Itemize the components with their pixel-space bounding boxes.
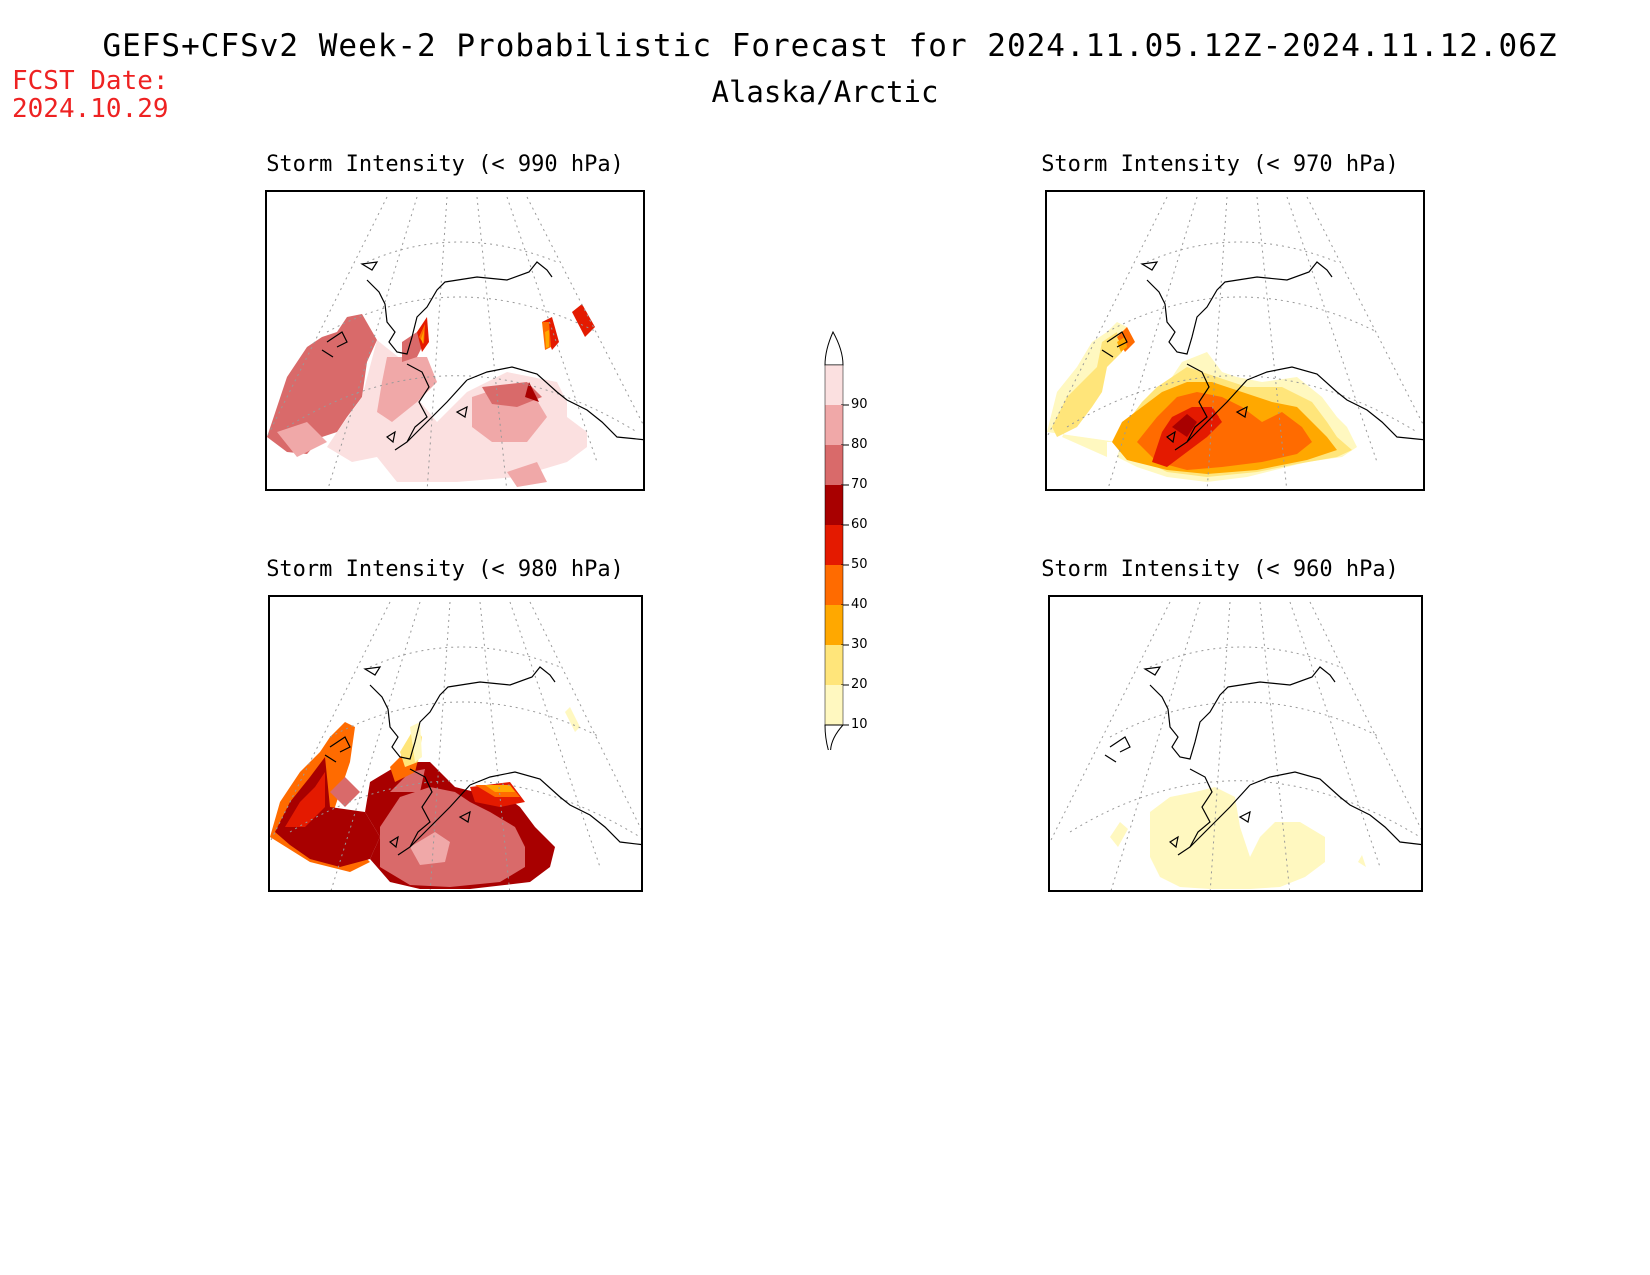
coastline: [321, 261, 643, 451]
colorbar-label-80: 80: [851, 437, 868, 452]
colorbar-segment-30: [825, 605, 843, 645]
map-panel-960: [1048, 595, 1423, 892]
map-svg-980: [270, 601, 641, 890]
colorbar-cap-top: [824, 330, 844, 366]
colorbar-segment-40: [825, 565, 843, 605]
panel-title-990: Storm Intensity (< 990 hPa): [266, 152, 624, 177]
forecast-date-label: FCST Date:: [12, 66, 169, 96]
colorbar-segment-60: [825, 485, 843, 525]
forecast-date: FCST Date: 2024.10.29: [12, 67, 169, 123]
colorbar-label-50: 50: [851, 557, 868, 572]
coastline: [1104, 666, 1421, 856]
shading-80: [277, 422, 327, 457]
probability-shading: [1047, 322, 1357, 482]
shading-30: [545, 330, 549, 348]
shading-80: [330, 777, 360, 807]
colorbar-label-90: 90: [851, 397, 868, 412]
colorbar-segment-20: [825, 645, 843, 685]
shading-80: [267, 314, 377, 454]
colorbar-label-30: 30: [851, 637, 868, 652]
shading-30: [421, 330, 424, 344]
map-panel-980: [268, 595, 643, 892]
coastline: [324, 666, 641, 856]
graticule: [1047, 196, 1423, 489]
map-svg-970: [1047, 196, 1423, 489]
colorbar-label-70: 70: [851, 477, 868, 492]
colorbar-border: [824, 364, 844, 726]
shading-20: [1052, 332, 1122, 437]
colorbar-segment-80: [825, 405, 843, 445]
graticule: [270, 601, 641, 890]
shading-10: [1110, 822, 1128, 847]
colorbar-label-20: 20: [851, 677, 868, 692]
coastline: [1101, 261, 1423, 451]
colorbar-cap-bottom: [824, 724, 845, 750]
colorbar-label-60: 60: [851, 517, 868, 532]
shading-70: [482, 382, 542, 407]
colorbar-segment-70: [825, 445, 843, 485]
shading-10: [410, 722, 422, 762]
map-panel-970: [1045, 190, 1425, 491]
probability-shading: [267, 304, 595, 487]
shading-70: [390, 769, 425, 792]
region-subtitle: Alaska/Arctic: [711, 75, 939, 109]
probability-shading: [270, 707, 580, 889]
chart-title: GEFS+CFSv2 Week-2 Probabilistic Forecast…: [102, 28, 1558, 64]
panel-title-970: Storm Intensity (< 970 hPa): [1041, 152, 1399, 177]
shading-50: [285, 772, 325, 827]
shading-80: [507, 462, 547, 487]
shading-60: [1172, 414, 1197, 437]
colorbar-segment-10: [825, 685, 843, 725]
probability-shading: [1110, 787, 1366, 889]
map-svg-990: [267, 196, 643, 489]
shading-40: [419, 324, 425, 344]
colorbar-svg: [824, 330, 849, 750]
shading-70: [380, 787, 525, 887]
shading-60: [572, 304, 595, 337]
colorbar-label-40: 40: [851, 597, 868, 612]
shading-10: [1150, 787, 1325, 889]
panel-title-980: Storm Intensity (< 980 hPa): [266, 557, 624, 582]
shading-20: [565, 707, 580, 732]
shading-80: [410, 832, 450, 865]
shading-30: [485, 785, 515, 792]
panel-title-960: Storm Intensity (< 960 hPa): [1041, 557, 1399, 582]
colorbar: 90 80 70 60 50 40 30 20 10: [820, 330, 880, 750]
forecast-date-value: 2024.10.29: [12, 94, 169, 124]
colorbar-segment-50: [825, 525, 843, 565]
colorbar-segment-90: [825, 365, 843, 405]
shading-10: [1358, 855, 1366, 867]
shading-60: [525, 382, 539, 402]
map-panel-990: [265, 190, 645, 491]
graticule: [267, 196, 643, 489]
colorbar-label-10: 10: [851, 717, 868, 732]
map-svg-960: [1050, 601, 1421, 890]
graticule: [1050, 601, 1421, 890]
